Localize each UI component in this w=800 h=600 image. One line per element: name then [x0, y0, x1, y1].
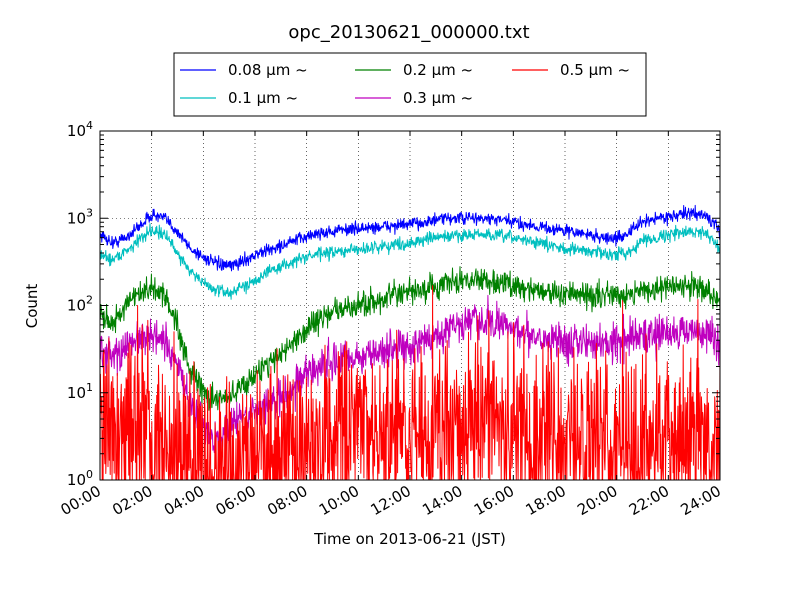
grid — [100, 131, 720, 480]
series-line-3 — [99, 294, 721, 454]
y-tick-label: 104 — [67, 119, 93, 140]
y-tick-label: 101 — [67, 381, 93, 402]
y-tick-label: 102 — [67, 294, 93, 315]
legend-label-3: 0.3 μm ~ — [403, 89, 473, 107]
legend-label-4: 0.5 μm ~ — [560, 61, 630, 79]
series-line-1 — [99, 223, 721, 300]
legend: 0.08 μm ~ 0.1 μm ~ 0.2 μm ~ 0.3 μm ~ 0.5 μm … — [173, 52, 647, 117]
plot-area — [99, 130, 721, 481]
legend-label-2: 0.2 μm ~ — [403, 61, 473, 79]
y-tick-label: 100 — [67, 468, 93, 489]
y-axis-label: Count — [23, 284, 41, 329]
x-axis-label: Time on 2013-06-21 (JST) — [313, 530, 506, 548]
series-line-2 — [99, 266, 721, 411]
legend-box — [173, 52, 647, 117]
ticks — [99, 130, 721, 481]
y-tick-label: 103 — [67, 206, 93, 227]
series-line-0 — [99, 204, 721, 272]
chart-title: opc_20130621_000000.txt — [288, 22, 529, 43]
legend-label-0: 0.08 μm ~ — [228, 61, 308, 79]
legend-label-1: 0.1 μm ~ — [228, 89, 298, 107]
y-tick-labels: 100 101 102 103 104 — [67, 119, 93, 489]
